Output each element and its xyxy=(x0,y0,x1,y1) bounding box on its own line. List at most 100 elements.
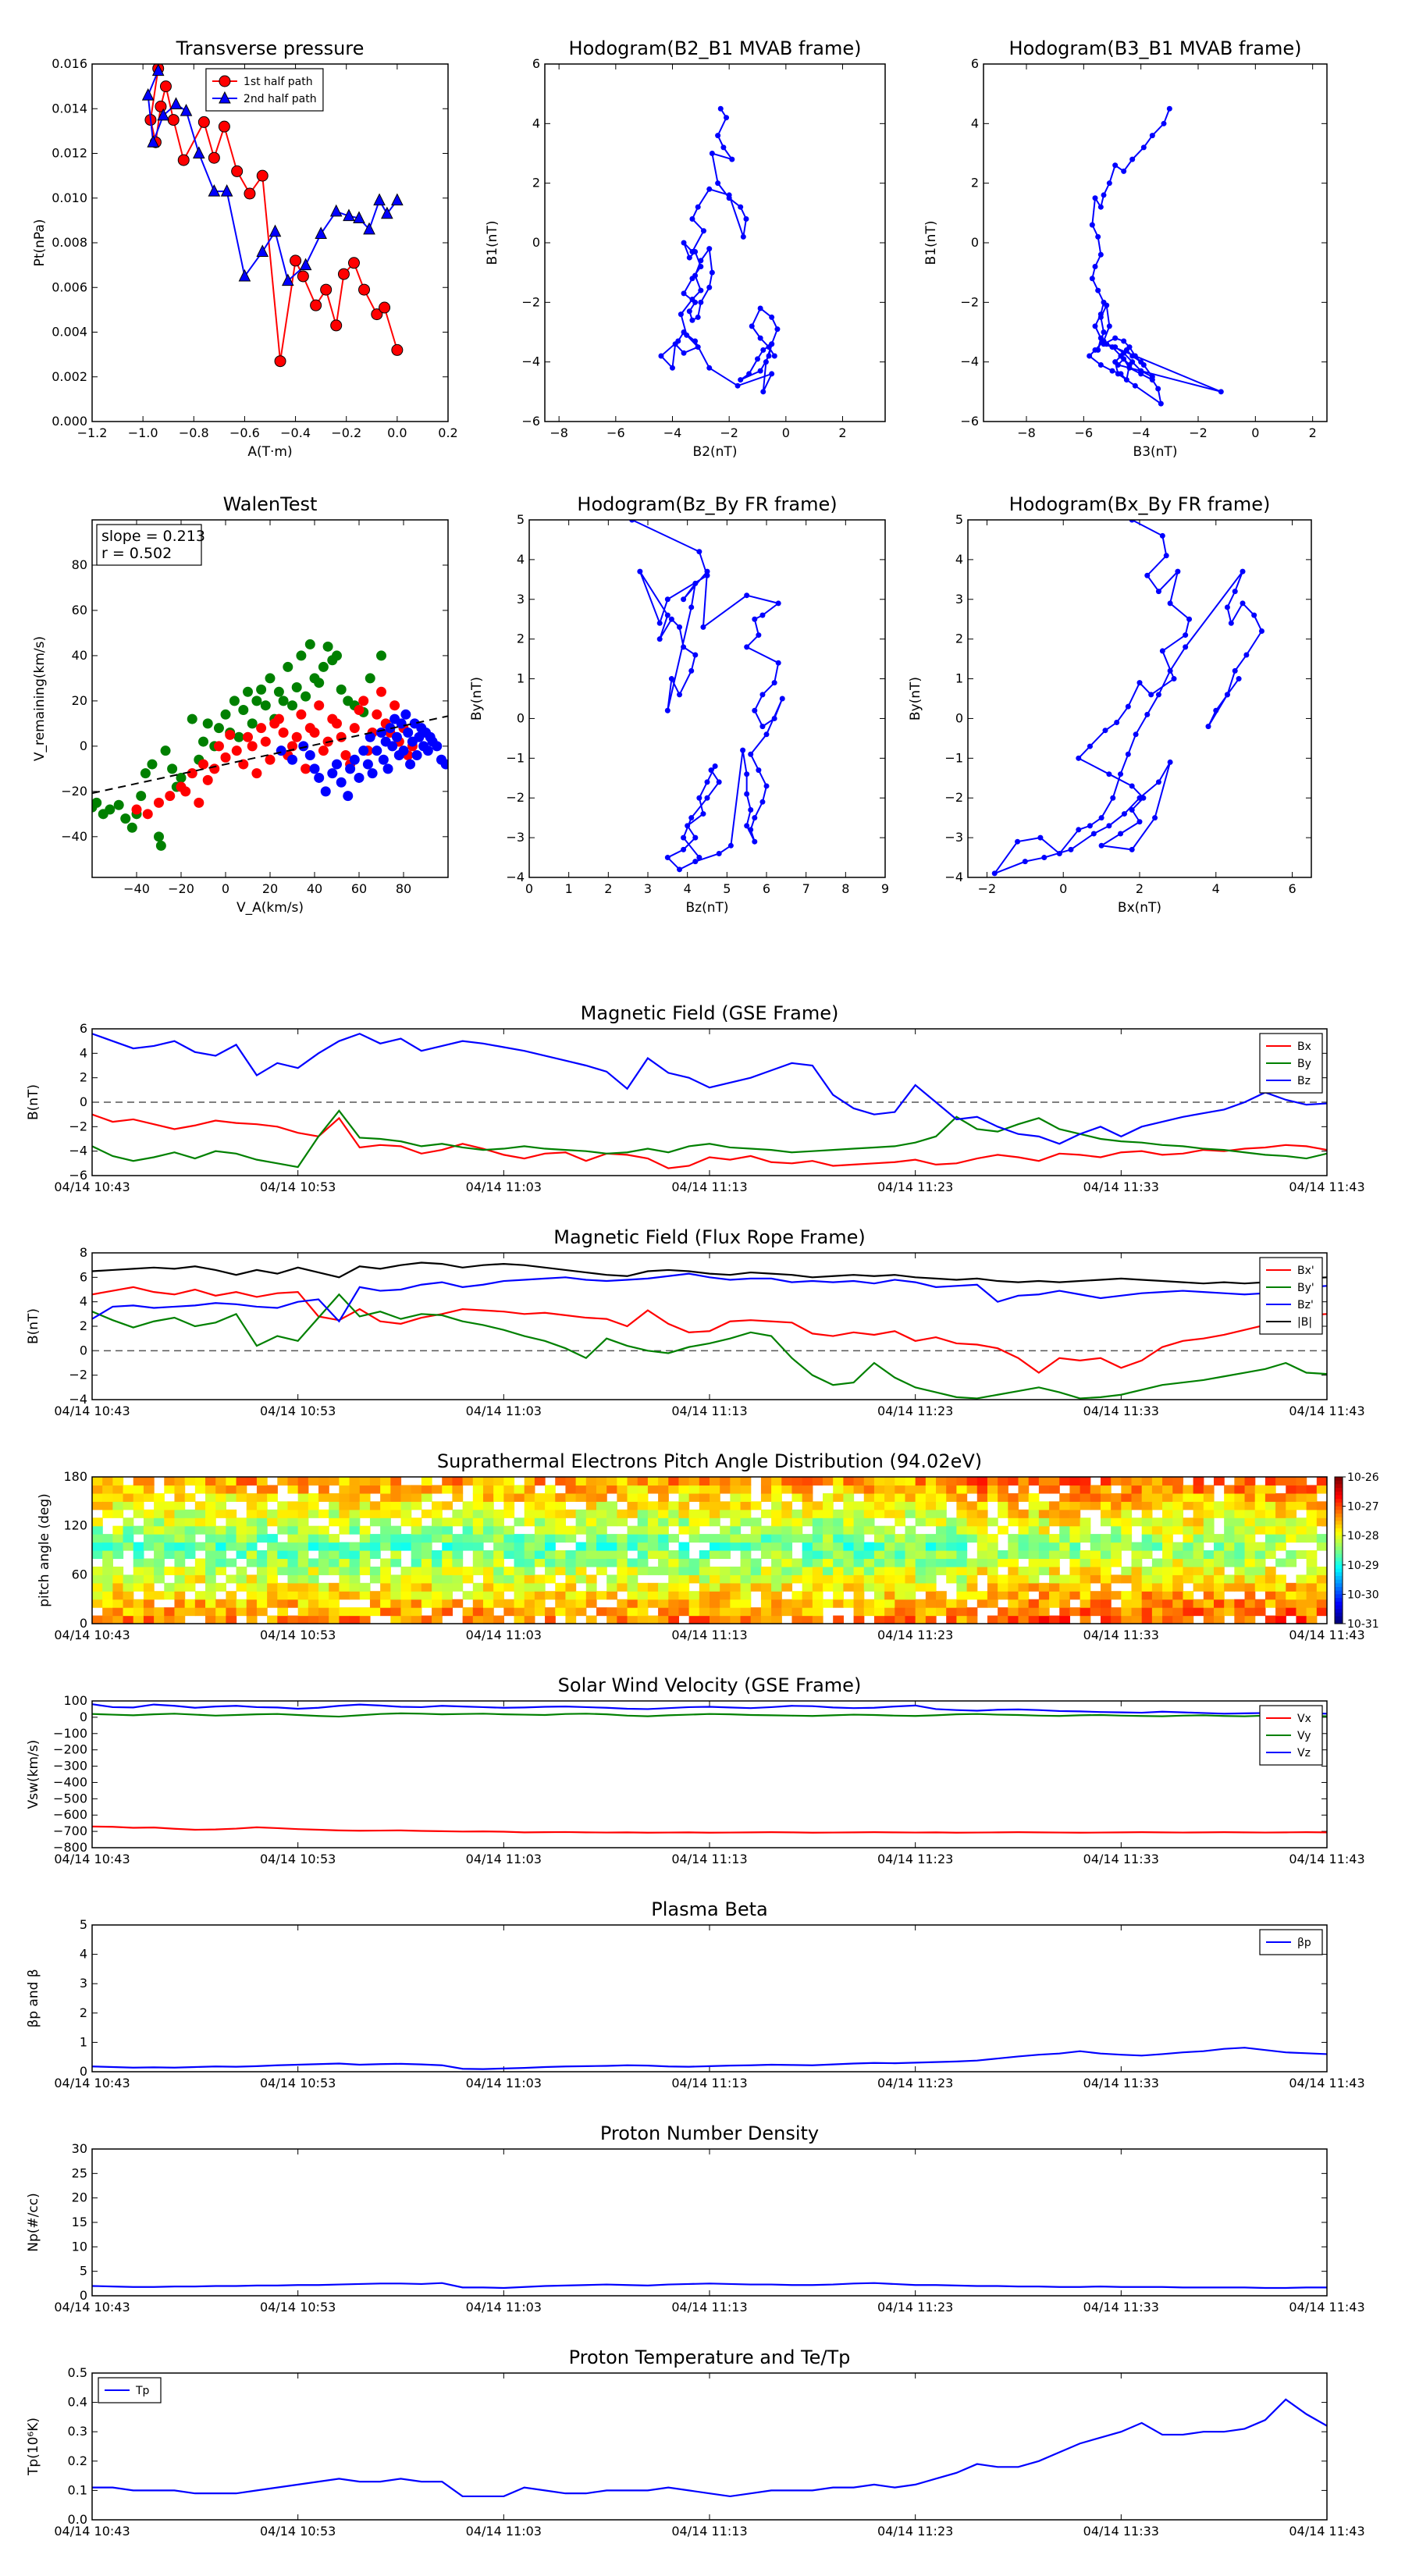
heatmap-cell xyxy=(493,1550,504,1560)
heatmap-cell xyxy=(421,1574,432,1584)
heatmap-cell xyxy=(1100,1493,1112,1502)
heatmap-cell xyxy=(143,1517,155,1527)
heatmap-cell xyxy=(524,1615,535,1624)
heatmap-cell xyxy=(297,1477,309,1486)
heatmap-cell xyxy=(647,1615,659,1624)
scatter-point xyxy=(229,696,240,706)
heatmap-cell xyxy=(730,1582,742,1592)
heatmap-cell xyxy=(205,1607,216,1617)
heatmap-cell xyxy=(1244,1542,1256,1551)
heatmap-cell xyxy=(647,1550,659,1560)
heatmap-cell xyxy=(1286,1509,1297,1518)
heatmap-cell xyxy=(1069,1591,1081,1600)
heatmap-cell xyxy=(606,1509,617,1518)
heatmap-cell xyxy=(1151,1485,1163,1494)
heatmap-cell xyxy=(472,1615,484,1624)
scatter-point xyxy=(251,696,262,706)
chart-title: Proton Number Density xyxy=(600,2122,819,2144)
legend-label: Tp xyxy=(135,2385,150,2397)
heatmap-cell xyxy=(1141,1574,1153,1584)
x-tick-label: 04/14 11:03 xyxy=(466,2076,542,2090)
heatmap-cell xyxy=(998,1501,1008,1510)
heatmap-cell xyxy=(627,1558,638,1567)
heatmap-cell xyxy=(545,1485,556,1494)
heatmap-cell xyxy=(606,1517,617,1527)
heatmap-cell xyxy=(843,1485,855,1494)
heatmap-cell xyxy=(1131,1542,1143,1551)
heatmap-cell xyxy=(432,1582,443,1592)
heatmap-cell xyxy=(925,1501,937,1510)
heatmap-cell xyxy=(545,1550,556,1560)
data-point xyxy=(700,228,706,234)
heatmap-cell xyxy=(1244,1509,1256,1518)
heatmap-cell xyxy=(421,1542,432,1551)
data-point xyxy=(1138,359,1144,365)
y-axis-label: B1(nT) xyxy=(923,221,939,265)
heatmap-cell xyxy=(411,1542,422,1551)
data-point xyxy=(1213,707,1219,713)
heatmap-cell xyxy=(596,1477,607,1486)
legend-label: Bx xyxy=(1297,1041,1311,1053)
heatmap-cell xyxy=(432,1574,443,1584)
heatmap-cell xyxy=(534,1477,546,1486)
heatmap-cell xyxy=(287,1485,299,1494)
heatmap-cell xyxy=(555,1493,567,1502)
colorbar-segment xyxy=(1335,1594,1343,1599)
data-point xyxy=(1205,724,1211,730)
x-tick-label: 3 xyxy=(644,881,652,896)
data-point xyxy=(775,600,781,607)
x-tick-label: −2 xyxy=(978,881,997,896)
heatmap-cell xyxy=(956,1509,968,1518)
heatmap-cell xyxy=(565,1607,577,1617)
heatmap-cell xyxy=(1141,1599,1153,1608)
heatmap-cell xyxy=(329,1493,340,1502)
heatmap-cell xyxy=(1049,1615,1060,1624)
heatmap-cell xyxy=(184,1477,196,1486)
scatter-point xyxy=(358,696,369,706)
heatmap-cell xyxy=(699,1582,710,1592)
heatmap-cell xyxy=(194,1477,206,1486)
heatmap-cell xyxy=(895,1517,906,1527)
heatmap-cell xyxy=(781,1525,793,1535)
data-point xyxy=(692,248,699,254)
heatmap-cell xyxy=(1049,1558,1060,1567)
heatmap-cell xyxy=(102,1509,113,1518)
heatmap-cell xyxy=(267,1485,278,1494)
heatmap-cell xyxy=(895,1558,906,1567)
data-point xyxy=(381,206,393,219)
heatmap-cell xyxy=(668,1517,680,1527)
y-tick-label: −3 xyxy=(944,830,963,845)
heatmap-cell xyxy=(1213,1582,1225,1592)
heatmap-cell xyxy=(482,1615,494,1624)
series-line xyxy=(92,1286,1327,1374)
y-tick-label: 2 xyxy=(971,176,979,190)
data-point xyxy=(658,353,664,359)
heatmap-cell xyxy=(1172,1477,1184,1486)
heatmap-cell xyxy=(123,1599,134,1608)
heatmap-cell xyxy=(1203,1574,1215,1584)
heatmap-cell xyxy=(925,1574,937,1584)
heatmap-cell xyxy=(699,1534,710,1543)
heatmap-cell xyxy=(617,1615,628,1624)
heatmap-cell xyxy=(236,1566,247,1575)
heatmap-cell xyxy=(524,1591,535,1600)
heatmap-cell xyxy=(987,1485,998,1494)
scatter-point xyxy=(318,745,329,756)
heatmap-cell xyxy=(482,1485,494,1494)
data-point xyxy=(315,226,327,240)
heatmap-cell xyxy=(1213,1550,1225,1560)
heatmap-cell xyxy=(565,1591,577,1600)
heatmap-cell xyxy=(1028,1477,1040,1486)
heatmap-cell xyxy=(339,1477,350,1486)
x-tick-label: −1.0 xyxy=(128,425,158,440)
heatmap-cell xyxy=(966,1566,978,1575)
heatmap-cell xyxy=(482,1558,494,1567)
heatmap-cell xyxy=(627,1525,638,1535)
heatmap-cell xyxy=(102,1591,113,1600)
heatmap-cell xyxy=(812,1607,823,1617)
x-tick-label: 04/14 11:43 xyxy=(1289,1404,1364,1418)
heatmap-cell xyxy=(946,1493,957,1502)
scatter-point xyxy=(304,749,315,760)
x-tick-label: 04/14 11:43 xyxy=(1289,1628,1364,1642)
heatmap-cell xyxy=(998,1591,1008,1600)
